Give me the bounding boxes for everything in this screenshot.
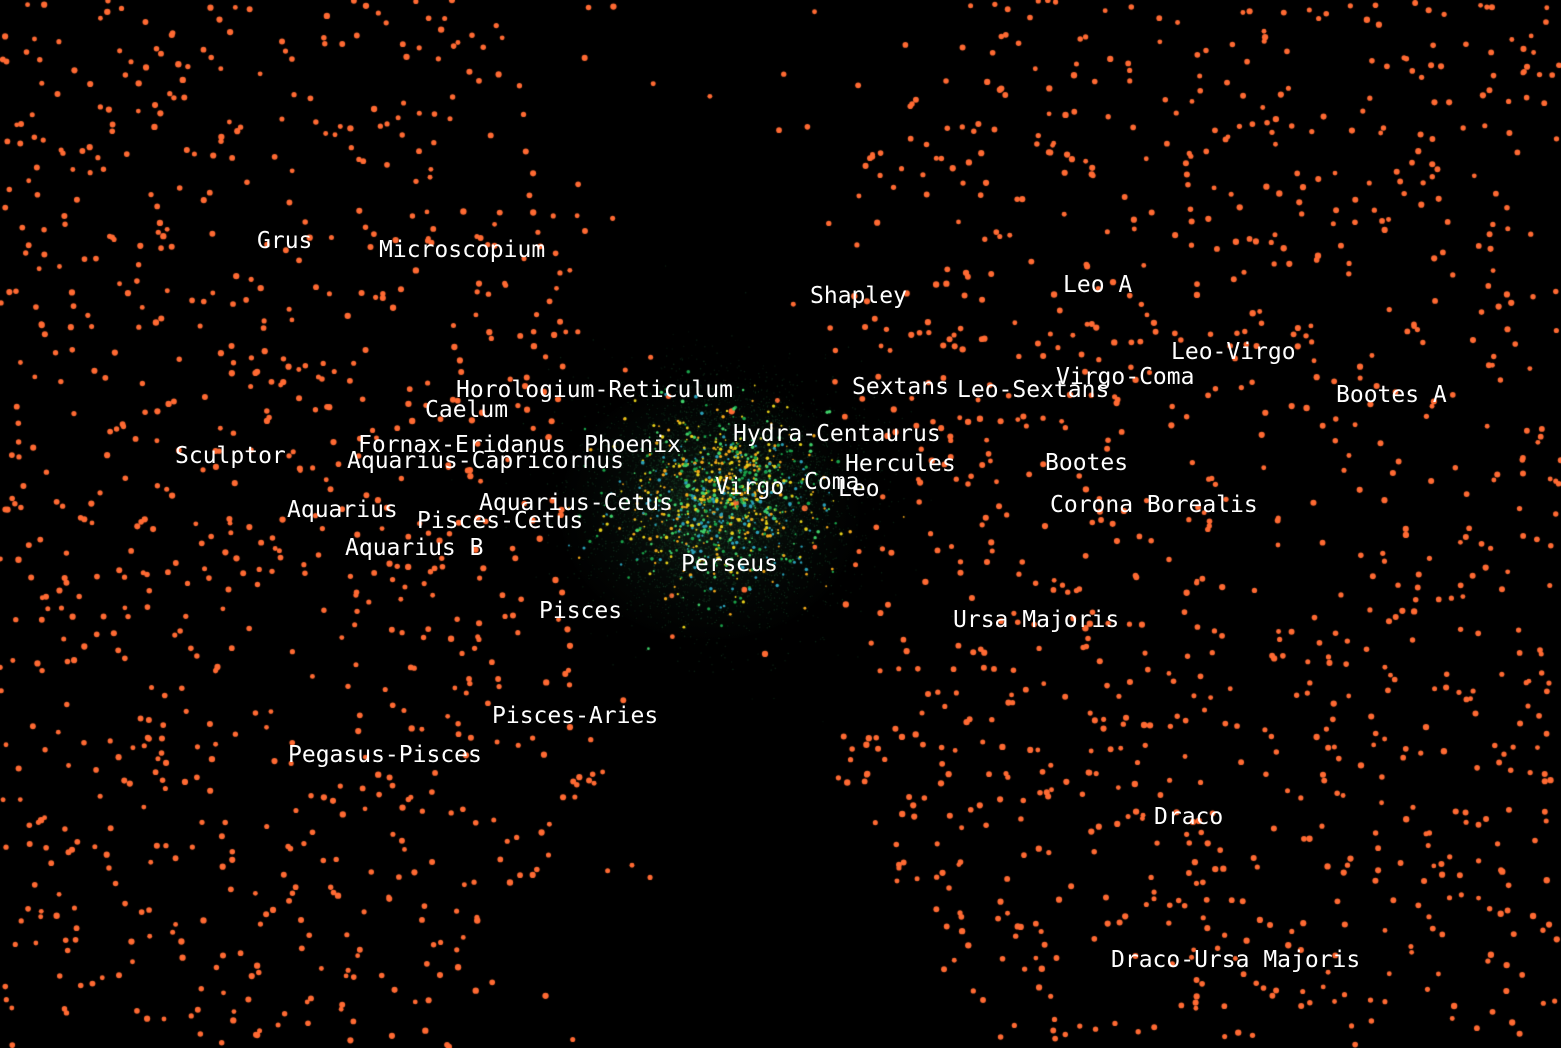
label-draco-ursa-majoris: Draco-Ursa Majoris	[1111, 947, 1361, 973]
label-coma: Coma	[804, 469, 860, 495]
label-aquarius-b: Aquarius B	[345, 535, 484, 561]
label-leo-sextans: Leo-Sextans	[957, 377, 1110, 403]
label-ursa-majoris: Ursa Majoris	[953, 607, 1120, 633]
label-sextans: Sextans	[852, 374, 949, 400]
label-perseus: Perseus	[681, 551, 778, 577]
label-microscopium: Microscopium	[379, 237, 546, 263]
label-caelum: Caelum	[425, 397, 509, 423]
label-sculptor: Sculptor	[175, 443, 286, 469]
label-leo-a: Leo A	[1063, 272, 1133, 298]
label-pegasus-pisces: Pegasus-Pisces	[288, 742, 482, 768]
label-virgo-coma: Virgo-Coma	[1056, 364, 1195, 390]
label-pisces: Pisces	[539, 598, 623, 624]
label-phoenix: Phoenix	[584, 432, 681, 458]
label-hercules: Hercules	[845, 451, 956, 477]
label-fornax-eridanus: Fornax-Eridanus	[358, 432, 566, 458]
label-aquarius-cetus: Aquarius-Cetus	[479, 490, 673, 516]
label-pisces-cetus: Pisces-Cetus	[417, 508, 584, 534]
label-bootes: Bootes	[1045, 450, 1129, 476]
label-grus: Grus	[257, 228, 313, 254]
label-pisces-aries: Pisces-Aries	[492, 703, 659, 729]
label-draco: Draco	[1154, 804, 1224, 830]
label-aquarius: Aquarius	[287, 497, 398, 523]
label-shapley: Shapley	[810, 283, 907, 309]
label-aquarius-capricornus: Aquarius-Capricornus	[347, 448, 624, 474]
label-corona-borealis: Corona Borealis	[1050, 492, 1258, 518]
label-virgo: Virgo	[715, 474, 785, 500]
label-leo-virgo: Leo-Virgo	[1171, 339, 1296, 365]
label-hydra-centaurus: Hydra-Centaurus	[733, 421, 941, 447]
label-leo: Leo	[838, 476, 880, 502]
label-bootes-a: Bootes A	[1336, 382, 1447, 408]
label-horologium-reticulum: Horologium-Reticulum	[456, 377, 733, 403]
